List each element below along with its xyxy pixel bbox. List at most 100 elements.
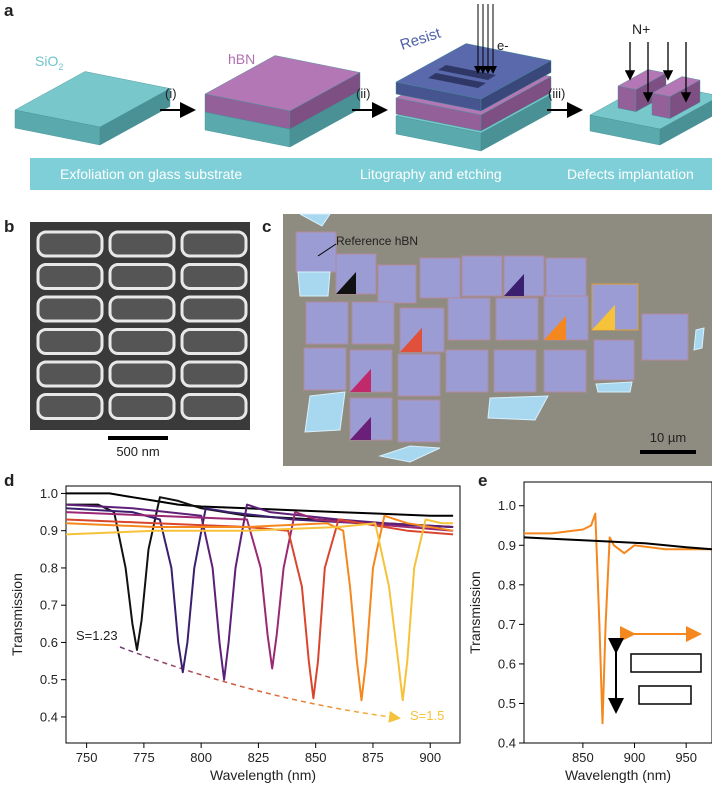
flake [546, 258, 586, 298]
sem-rect [38, 232, 102, 256]
panel-label: c [262, 217, 271, 236]
flake [378, 265, 416, 303]
sem-rect [110, 265, 174, 289]
y-tick-label: 0.8 [40, 560, 58, 575]
flake [306, 302, 348, 344]
inset-rect [631, 654, 701, 672]
y-tick-label: 0.4 [498, 736, 516, 751]
figure: a b c d e Exfoliation on glass substrate… [0, 0, 712, 790]
x-tick-label: 950 [675, 750, 697, 765]
spectrum-line [524, 514, 712, 724]
x-tick-label: 850 [572, 750, 594, 765]
sem-rect [182, 362, 246, 386]
y-axis-label: Transmission [9, 573, 25, 656]
annotation: S=1.23 [76, 628, 118, 643]
y-tick-label: 0.9 [498, 538, 516, 553]
x-tick-label: 800 [190, 750, 212, 765]
y-tick-label: 1.0 [40, 486, 58, 501]
banner-text: Exfoliation on glass substrate [60, 166, 242, 182]
spectrum-line [66, 520, 453, 701]
x-tick-label: 750 [76, 750, 98, 765]
sem-rect [182, 265, 246, 289]
flake [304, 348, 346, 390]
thin-flake [694, 328, 704, 350]
x-axis-label: Wavelength (nm) [210, 767, 316, 783]
banner-text: Defects implantation [567, 166, 694, 182]
electron-label: e- [497, 38, 509, 53]
y-tick-label: 0.7 [40, 598, 58, 613]
x-tick-label: 900 [624, 750, 646, 765]
panel-label: e [478, 471, 487, 490]
thin-flake [298, 272, 330, 296]
flake [594, 340, 634, 380]
y-axis-label: Transmission [467, 571, 483, 654]
sem-rect [182, 297, 246, 321]
scale-label: 10 µm [650, 430, 686, 445]
step-label: (i) [165, 86, 177, 101]
sem-rect [182, 232, 246, 256]
nitrogen-label: N+ [632, 21, 650, 37]
sem-rect [38, 362, 102, 386]
thin-flake [305, 392, 345, 432]
y-tick-label: 0.5 [40, 672, 58, 687]
hbn-label: hBN [228, 51, 255, 67]
flake [420, 258, 460, 298]
flake [496, 298, 538, 340]
y-tick-label: 0.7 [498, 617, 516, 632]
step-label: (iii) [548, 86, 565, 101]
flake [462, 256, 502, 296]
sem-rect [110, 330, 174, 354]
process-diagram [15, 4, 712, 151]
y-tick-label: 1.0 [498, 498, 516, 513]
slab-side [652, 93, 670, 119]
sem-rect [182, 395, 246, 419]
spectrum-line [66, 516, 453, 700]
flake [446, 350, 488, 392]
sem-rect [38, 330, 102, 354]
panel-label: b [4, 217, 14, 236]
sio2-label: SiO2 [35, 53, 63, 72]
sem-rect [38, 395, 102, 419]
y-tick-label: 0.9 [40, 523, 58, 538]
reference-label: Reference hBN [336, 234, 418, 248]
flake [494, 350, 536, 392]
x-tick-label: 775 [133, 750, 155, 765]
scale-label: 500 nm [116, 444, 159, 459]
flake [352, 302, 394, 344]
sem-rect [38, 265, 102, 289]
sem-rect [110, 395, 174, 419]
y-tick-label: 0.4 [40, 709, 58, 724]
sem-rect [182, 330, 246, 354]
x-tick-label: 900 [419, 750, 441, 765]
x-tick-label: 825 [248, 750, 270, 765]
sem-rect [110, 297, 174, 321]
flake [296, 232, 336, 272]
y-tick-label: 0.5 [498, 696, 516, 711]
slab-side [618, 86, 636, 112]
x-tick-label: 875 [362, 750, 384, 765]
panel-label: a [4, 1, 14, 20]
inset-rect [639, 686, 691, 704]
y-tick-label: 0.6 [40, 635, 58, 650]
flake [398, 400, 440, 442]
sem-rect [38, 297, 102, 321]
spectrum-line [66, 520, 453, 699]
thin-flake [596, 382, 632, 392]
spectrum-line [66, 512, 453, 668]
y-tick-label: 0.8 [498, 577, 516, 592]
flake [642, 314, 688, 360]
step-label: (ii) [356, 86, 370, 101]
y-tick-label: 0.6 [498, 656, 516, 671]
x-tick-label: 850 [305, 750, 327, 765]
panel-label: d [4, 471, 14, 490]
sio2-subscript: 2 [58, 62, 63, 72]
flake [448, 298, 490, 340]
sio2-text: SiO [35, 53, 58, 69]
resist-label: Resist [398, 25, 444, 54]
banner-text: Litography and etching [360, 166, 502, 182]
x-axis-label: Wavelength (nm) [565, 767, 671, 783]
sem-rect [110, 362, 174, 386]
sem-rect [110, 232, 174, 256]
annotation: S=1.5 [410, 708, 444, 723]
flake [544, 350, 586, 392]
